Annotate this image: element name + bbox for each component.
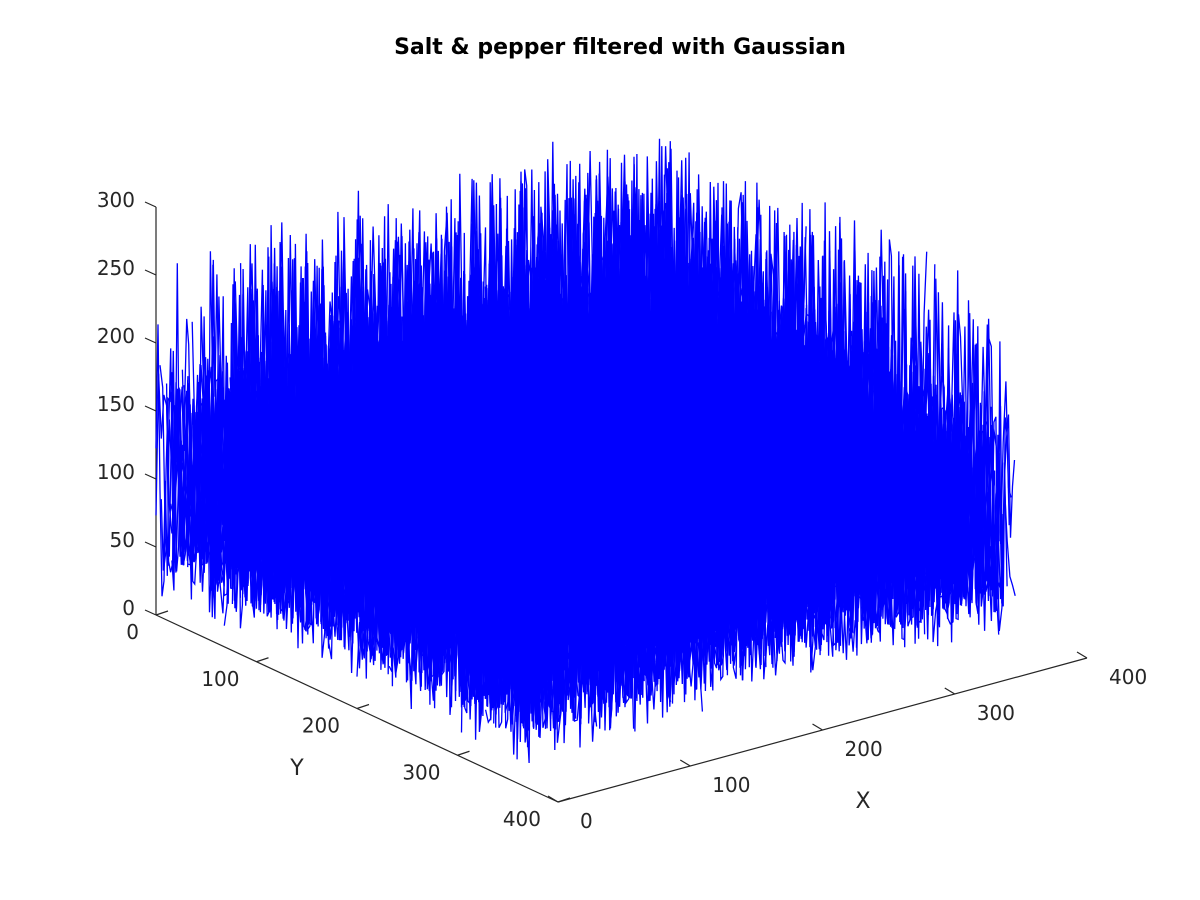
z-tick-label: 150 — [97, 392, 135, 416]
z-tick — [144, 337, 157, 344]
z-tick — [144, 201, 157, 208]
y-tick-label: 100 — [201, 667, 239, 691]
y-tick-label: 200 — [302, 714, 340, 738]
chart-title: Salt & pepper filtered with Gaussian — [394, 35, 846, 60]
y-tick — [457, 750, 470, 756]
z-tick-label: 250 — [97, 256, 135, 280]
y-tick-label: 300 — [402, 760, 440, 784]
x-tick — [812, 723, 823, 731]
y-tick-label: 0 — [126, 620, 139, 644]
z-tick — [144, 473, 157, 480]
surface-mesh — [155, 138, 1016, 764]
x-tick-label: 200 — [845, 737, 883, 761]
mesh-line — [636, 138, 1010, 607]
x-tick — [679, 759, 691, 767]
y-axis-label: Y — [289, 756, 304, 781]
x-axis-label: X — [855, 789, 870, 814]
mesh-line — [642, 204, 1016, 602]
y-tick — [557, 797, 571, 803]
z-tick — [144, 541, 157, 548]
z-tick-label: 100 — [97, 460, 135, 484]
x-tick-label: 300 — [977, 701, 1015, 725]
x-tick — [944, 687, 956, 695]
z-tick-label: 50 — [110, 528, 135, 552]
y-tick — [155, 610, 169, 616]
x-tick — [1076, 651, 1088, 659]
y-tick — [356, 703, 370, 710]
ticks: 0 50 100 150 200 250 300 0 100 200 300 400 0 100 200 30… — [97, 188, 1147, 833]
z-tick-label: 200 — [97, 324, 135, 348]
x-tick-label: 0 — [580, 809, 593, 833]
z-tick-label: 0 — [122, 596, 135, 620]
x-tick-label: 400 — [1109, 665, 1147, 689]
x-tick — [547, 795, 559, 803]
x-tick-label: 100 — [712, 773, 750, 797]
z-tick — [144, 405, 157, 412]
y-tick-label: 400 — [503, 807, 541, 831]
z-tick-label: 300 — [97, 188, 135, 212]
y-tick — [256, 657, 269, 663]
z-tick — [144, 269, 157, 276]
z-tick — [144, 609, 157, 616]
